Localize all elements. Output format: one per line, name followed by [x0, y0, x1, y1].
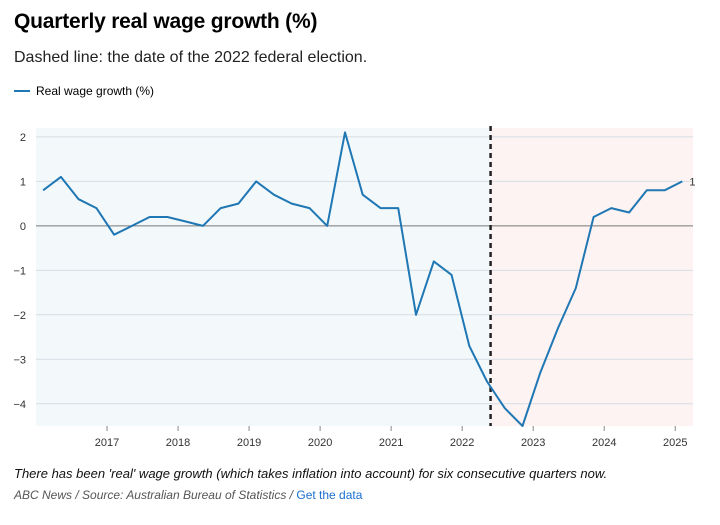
get-data-link[interactable]: Get the data — [296, 488, 363, 502]
y-tick-label: 1 — [20, 176, 26, 188]
x-tick-label: 2023 — [521, 437, 545, 449]
y-tick-label: 0 — [20, 221, 26, 233]
source-line: ABC News / Source: Australian Bureau of … — [14, 488, 362, 502]
y-tick-label: −1 — [13, 265, 26, 277]
chart-title: Quarterly real wage growth (%) — [14, 10, 318, 33]
x-tick-label: 2017 — [95, 437, 119, 449]
x-tick-label: 2018 — [166, 437, 190, 449]
pre-election-region — [36, 128, 491, 426]
chart-note: There has been 'real' wage growth (which… — [14, 466, 608, 481]
post-election-region — [490, 128, 693, 426]
legend-swatch — [14, 90, 30, 92]
x-tick-label: 2019 — [237, 437, 261, 449]
x-tick-label: 2020 — [308, 437, 332, 449]
y-tick-label: −4 — [13, 399, 26, 411]
x-tick-label: 2021 — [379, 437, 403, 449]
y-tick-label: 2 — [20, 132, 26, 144]
x-tick-label: 2025 — [663, 437, 687, 449]
y-tick-label: −2 — [13, 310, 26, 322]
legend: Real wage growth (%) — [14, 84, 154, 98]
chart-subtitle: Dashed line: the date of the 2022 federa… — [14, 49, 368, 66]
legend-label: Real wage growth (%) — [36, 84, 155, 98]
x-tick-label: 2022 — [450, 437, 474, 449]
y-tick-label: −3 — [13, 354, 26, 366]
end-value-label: 1 — [689, 176, 695, 188]
x-tick-label: 2024 — [592, 437, 616, 449]
series-line-real-wage-growth — [42, 131, 683, 427]
source-text: ABC News / Source: Australian Bureau of … — [14, 488, 294, 502]
